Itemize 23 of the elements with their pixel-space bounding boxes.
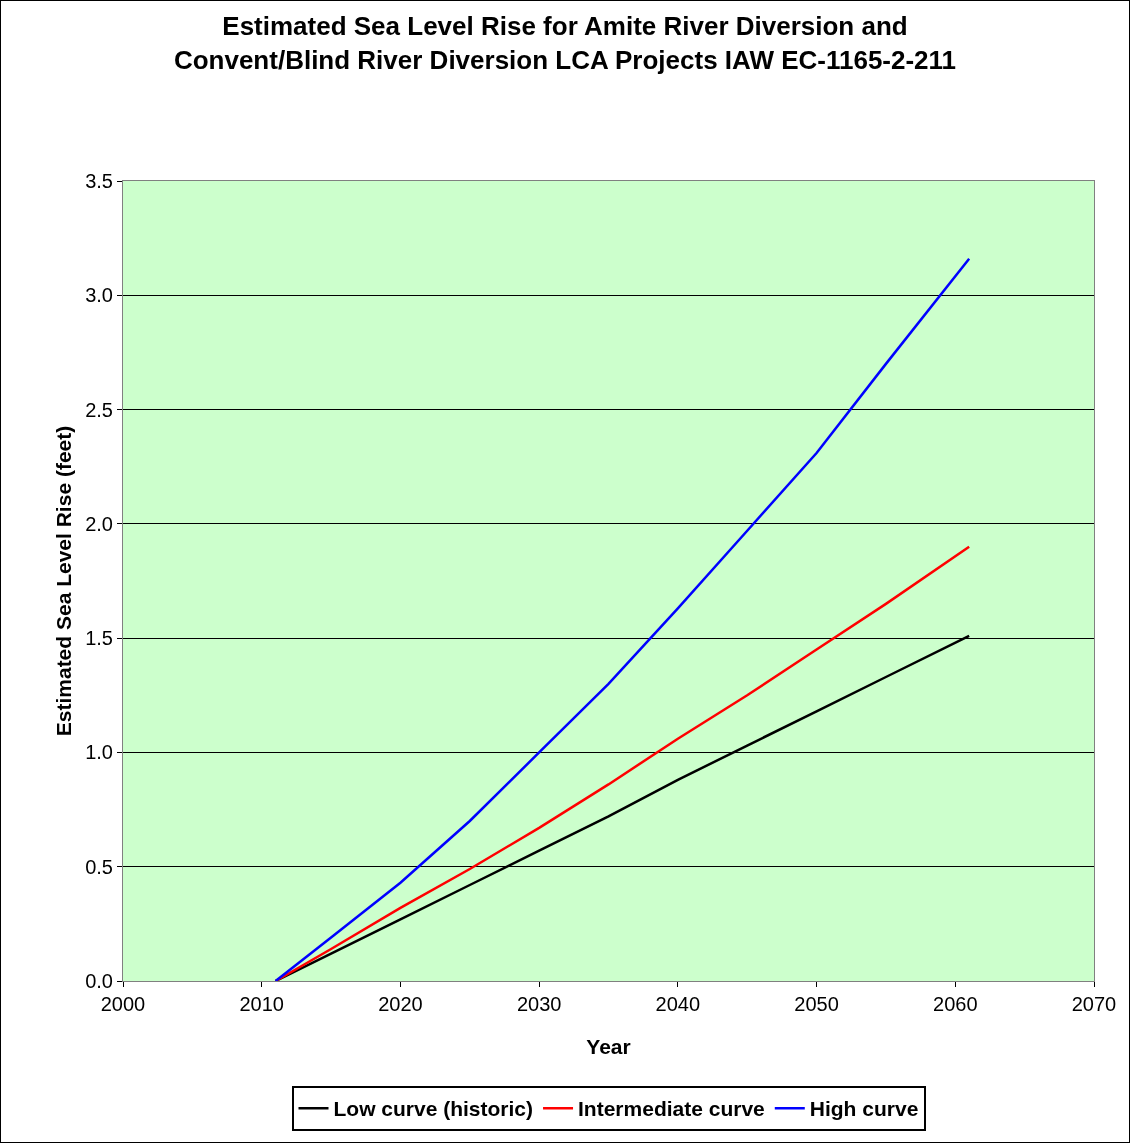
x-axis-title: Year: [586, 1035, 631, 1058]
x-tick-label: 2050: [794, 993, 839, 1015]
x-tick-label: 2040: [655, 993, 701, 1015]
legend-label: Low curve (historic): [333, 1097, 534, 1121]
x-tick-label: 2070: [1071, 993, 1117, 1015]
chart-title: Estimated Sea Level Rise for Amite River Diversion and Convent/Blind River Diversion LCA Projects IAW EC-1165-2-211: [173, 11, 957, 76]
y-tick-label: 0.5: [85, 855, 113, 878]
y-tick-label: 3.5: [85, 170, 113, 192]
y-tick-label: 2.0: [85, 512, 113, 535]
y-tick-label: 2.5: [85, 398, 113, 421]
x-tick-label: 2020: [378, 993, 423, 1015]
line-series: [274, 257, 971, 981]
y-tick-label: 0.0: [85, 970, 113, 992]
y-tick-label: 1.5: [85, 627, 113, 650]
y-axis-title: Estimated Sea Level Rise (feet): [52, 425, 75, 737]
legend-label: High curve: [809, 1097, 919, 1121]
x-tick-label: 2000: [100, 993, 146, 1015]
legend-label: Intermediate curve: [578, 1097, 765, 1121]
x-tick-label: 2030: [516, 993, 562, 1015]
y-tick-label: 3.0: [85, 284, 113, 307]
x-tick-label: 2010: [239, 993, 284, 1015]
y-tick-label: 1.0: [85, 741, 113, 764]
x-tick-label: 2060: [933, 993, 978, 1015]
